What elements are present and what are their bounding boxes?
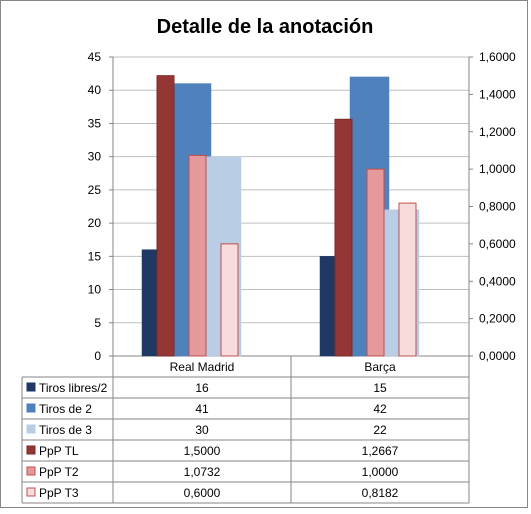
bar-4-0 xyxy=(188,154,207,357)
y-axis-tick-label: 40 xyxy=(88,83,102,97)
y2-axis-tick-label: 1,4000 xyxy=(479,87,516,101)
y-axis-tick-label: 10 xyxy=(88,283,102,297)
data-label-1-0: 41 xyxy=(195,402,209,416)
category-label: Real Madrid xyxy=(170,360,235,374)
bar-5-1 xyxy=(398,202,417,357)
y-axis-tick-label: 0 xyxy=(94,349,101,363)
legend-entry-3: PpP TL xyxy=(39,444,79,458)
legend-entry-1: Tiros de 2 xyxy=(39,402,92,416)
chart-title: Detalle de la anotación xyxy=(157,16,374,38)
y2-axis-tick-label: 0,4000 xyxy=(479,274,516,288)
legend-entry-4: PpP T2 xyxy=(39,465,79,479)
legend-swatch-2 xyxy=(26,424,36,434)
bar-4-1 xyxy=(366,168,385,357)
data-label-0-0: 16 xyxy=(195,381,209,395)
data-label-5-1: 0,8182 xyxy=(362,486,399,500)
y2-axis-tick-label: 0,8000 xyxy=(479,200,516,214)
bar-5-0 xyxy=(220,243,239,357)
y2-axis-tick-label: 1,2000 xyxy=(479,125,516,139)
legend-entry-2: Tiros de 3 xyxy=(39,423,92,437)
data-label-5-0: 0,6000 xyxy=(184,486,221,500)
data-label-3-1: 1,2667 xyxy=(362,444,399,458)
bar-3-1 xyxy=(334,118,353,357)
y2-axis-tick-label: 1,6000 xyxy=(479,50,516,64)
y2-axis-tick-label: 0,0000 xyxy=(479,349,516,363)
legend-swatch-4 xyxy=(26,466,36,476)
data-label-0-1: 15 xyxy=(373,381,387,395)
plot-area: 0 5 10 15 20 25 30 35 40 45 0,0000 0,2000 0,4000 0,60… xyxy=(88,50,516,363)
data-label-2-0: 30 xyxy=(195,423,209,437)
data-label-2-1: 22 xyxy=(373,423,387,437)
y-axis-tick-label: 25 xyxy=(88,183,102,197)
data-table: Real Madrid Barça Tiros libres/2 16 15 Tiros … xyxy=(21,356,470,504)
y-axis-tick-label: 20 xyxy=(88,216,102,230)
legend-entry-0: Tiros libres/2 xyxy=(39,381,108,395)
y-axis-tick-label: 45 xyxy=(88,50,102,64)
y-axis-tick-label: 5 xyxy=(94,316,101,330)
legend-swatch-1 xyxy=(26,403,36,413)
y-axis-tick-label: 30 xyxy=(88,150,102,164)
data-label-3-0: 1,5000 xyxy=(184,444,221,458)
legend-swatch-0 xyxy=(26,382,36,392)
legend-swatch-5 xyxy=(26,487,36,497)
data-label-4-1: 1,0000 xyxy=(362,465,399,479)
y-axis-tick-label: 15 xyxy=(88,249,102,263)
y-axis-tick-label: 35 xyxy=(88,116,102,130)
y2-axis-tick-label: 0,2000 xyxy=(479,312,516,326)
legend-entry-5: PpP T3 xyxy=(39,486,79,500)
y2-axis-tick-label: 0,6000 xyxy=(479,237,516,251)
bar-3-0 xyxy=(156,75,175,357)
data-label-1-1: 42 xyxy=(373,402,387,416)
legend-swatch-3 xyxy=(26,445,36,455)
data-label-4-0: 1,0732 xyxy=(184,465,221,479)
y2-axis-tick-label: 1,0000 xyxy=(479,162,516,176)
category-label: Barça xyxy=(364,360,396,374)
